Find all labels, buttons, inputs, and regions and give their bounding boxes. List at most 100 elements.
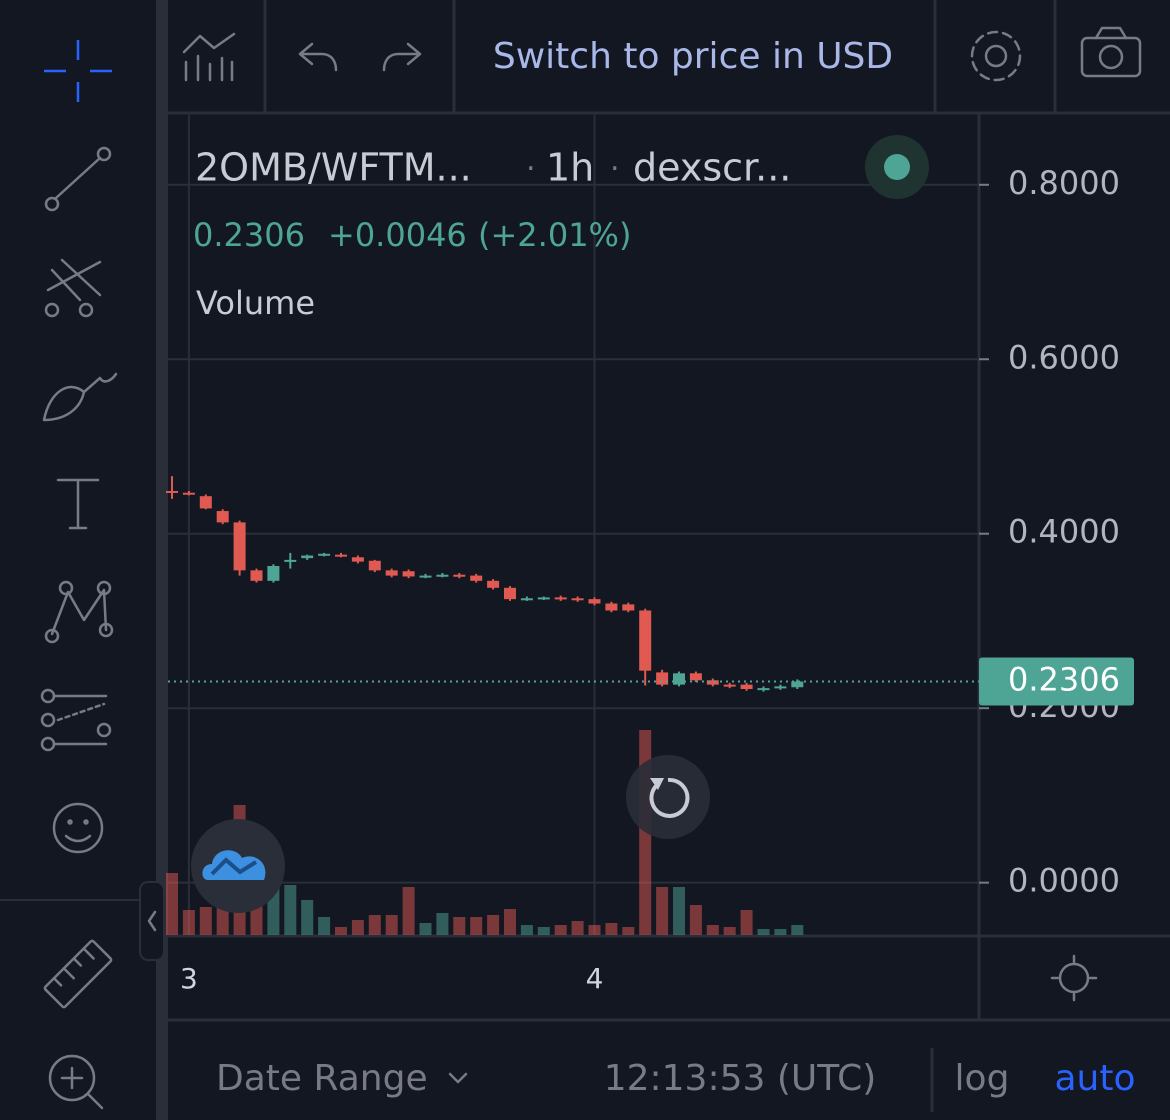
indicators-icon[interactable] (182, 32, 236, 82)
collapse-toggle[interactable] (139, 881, 165, 961)
candle-body (351, 557, 364, 562)
candle-body (706, 680, 719, 685)
volume-bar (689, 905, 702, 935)
volume-bar (199, 907, 212, 935)
candle-body (791, 681, 804, 688)
volume-bar (791, 925, 804, 935)
volume-bar (757, 929, 770, 935)
volume-bar (318, 917, 331, 935)
volume-bar (537, 927, 550, 935)
volume-label: Volume (196, 284, 315, 322)
volume-bar (351, 920, 364, 935)
screenshot[interactable] (1080, 26, 1142, 78)
candle-body (774, 686, 787, 689)
auto-toggle[interactable]: auto (1054, 1058, 1135, 1099)
candle-body (166, 490, 178, 493)
volume-bar (774, 929, 787, 935)
clock: 12:13:53 (UTC) (604, 1058, 877, 1099)
candle-body (233, 522, 246, 571)
volume-bar (453, 917, 466, 935)
redo[interactable] (382, 42, 422, 72)
volume-bar (402, 887, 415, 935)
volume-bar (335, 927, 347, 935)
switch-button[interactable]: Switch to price in USD (493, 36, 893, 77)
volume-bar (504, 909, 516, 935)
change-percent: (+2.01%) (478, 216, 631, 254)
symbol: 2OMB/WFTM... (195, 146, 472, 190)
volume-bar (487, 915, 500, 935)
volume-bar (436, 913, 449, 935)
volume-bar (182, 910, 195, 935)
candle-body (402, 571, 415, 577)
log-toggle[interactable]: log (955, 1058, 1010, 1099)
candle-body (504, 587, 516, 600)
volume-bar (706, 925, 719, 935)
candle-body (639, 610, 652, 671)
candle-body (318, 553, 331, 556)
settings[interactable] (970, 30, 1022, 82)
candle-body (723, 684, 736, 687)
volume-bar (723, 927, 736, 935)
volume-bar (571, 921, 584, 935)
candle-body (689, 673, 702, 681)
date-range[interactable]: Date Range (216, 1058, 428, 1099)
x-tick-label: 3 (180, 962, 198, 995)
candle-body (554, 597, 567, 600)
candle-body (199, 496, 212, 509)
candle-body (470, 575, 483, 581)
candle-body (250, 570, 263, 581)
volume-bar (588, 925, 601, 935)
candle-body (571, 598, 584, 601)
axis-settings[interactable] (1050, 954, 1098, 1002)
candle-body (436, 574, 449, 577)
candle-body (757, 688, 770, 691)
tool-icons[interactable] (0, 40, 156, 1110)
candle-body (419, 575, 432, 578)
candle-body (605, 603, 618, 611)
y-tick-label: 0.0000 (1008, 862, 1120, 900)
volume-bar (419, 923, 432, 935)
status-dot (884, 154, 910, 180)
candle-body (301, 555, 314, 559)
volume-bar (673, 887, 685, 935)
volume-bar (622, 927, 635, 935)
last-value: 0.2306 (193, 216, 305, 254)
left-toolbar (0, 0, 156, 1120)
volume-bar (520, 925, 533, 935)
volume-bar (740, 910, 753, 935)
y-tick-label: 0.4000 (1008, 513, 1120, 551)
candle-body (520, 598, 533, 601)
candle-body (656, 672, 669, 685)
volume-bar (605, 923, 618, 935)
candle-body (673, 673, 685, 685)
divider (156, 0, 168, 1120)
candle-body (622, 604, 635, 611)
candle-body (385, 570, 398, 576)
candle-body (284, 559, 297, 562)
y-tick-label: 0.6000 (1008, 338, 1120, 376)
reset-button[interactable] (626, 755, 710, 839)
volume-bar (656, 887, 669, 935)
separator: · (526, 152, 536, 187)
top-toolbar (168, 0, 1170, 112)
candle-body (267, 566, 280, 581)
x-tick-label: 4 (586, 962, 604, 995)
candle-body (368, 560, 381, 571)
source: dexscr... (633, 146, 791, 190)
candle-body (740, 684, 753, 689)
candle-body (487, 580, 500, 588)
volume-bar (301, 900, 314, 935)
candle-body (537, 597, 550, 600)
volume-bar (554, 925, 567, 935)
last-price-tag (979, 657, 1134, 706)
candle-body (588, 599, 601, 604)
volume-bar (470, 917, 483, 935)
candle-body (453, 574, 466, 577)
undo[interactable] (298, 42, 338, 72)
interval: 1h (546, 146, 594, 190)
volume-bar (385, 915, 398, 935)
candle-body (335, 554, 347, 557)
volume-bar (284, 885, 297, 935)
